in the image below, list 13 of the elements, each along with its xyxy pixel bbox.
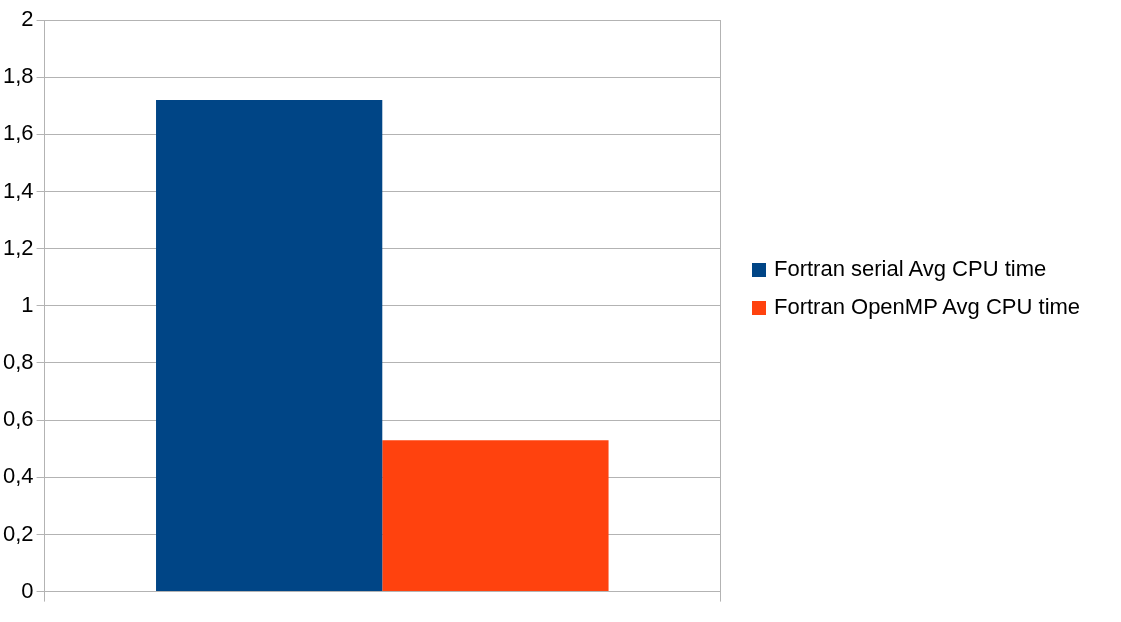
legend-label: Fortran OpenMP Avg CPU time <box>774 294 1081 320</box>
y-tick-label: 2 <box>21 6 34 32</box>
y-tick-label: 0,4 <box>2 463 34 489</box>
y-tick-label: 1,4 <box>2 177 34 203</box>
y-tick-label: 0,6 <box>2 406 34 432</box>
legend-label: Fortran serial Avg CPU time <box>774 256 1047 282</box>
y-tick-label: 0,8 <box>2 349 34 375</box>
y-tick-label: 1,2 <box>2 234 34 260</box>
y-tick-label: 0,2 <box>2 520 34 546</box>
y-tick-label: 1,6 <box>2 120 34 146</box>
y-tick-label: 1 <box>21 291 34 317</box>
y-tick-label: 0 <box>21 577 34 603</box>
y-tick-label: 1,8 <box>2 63 34 89</box>
